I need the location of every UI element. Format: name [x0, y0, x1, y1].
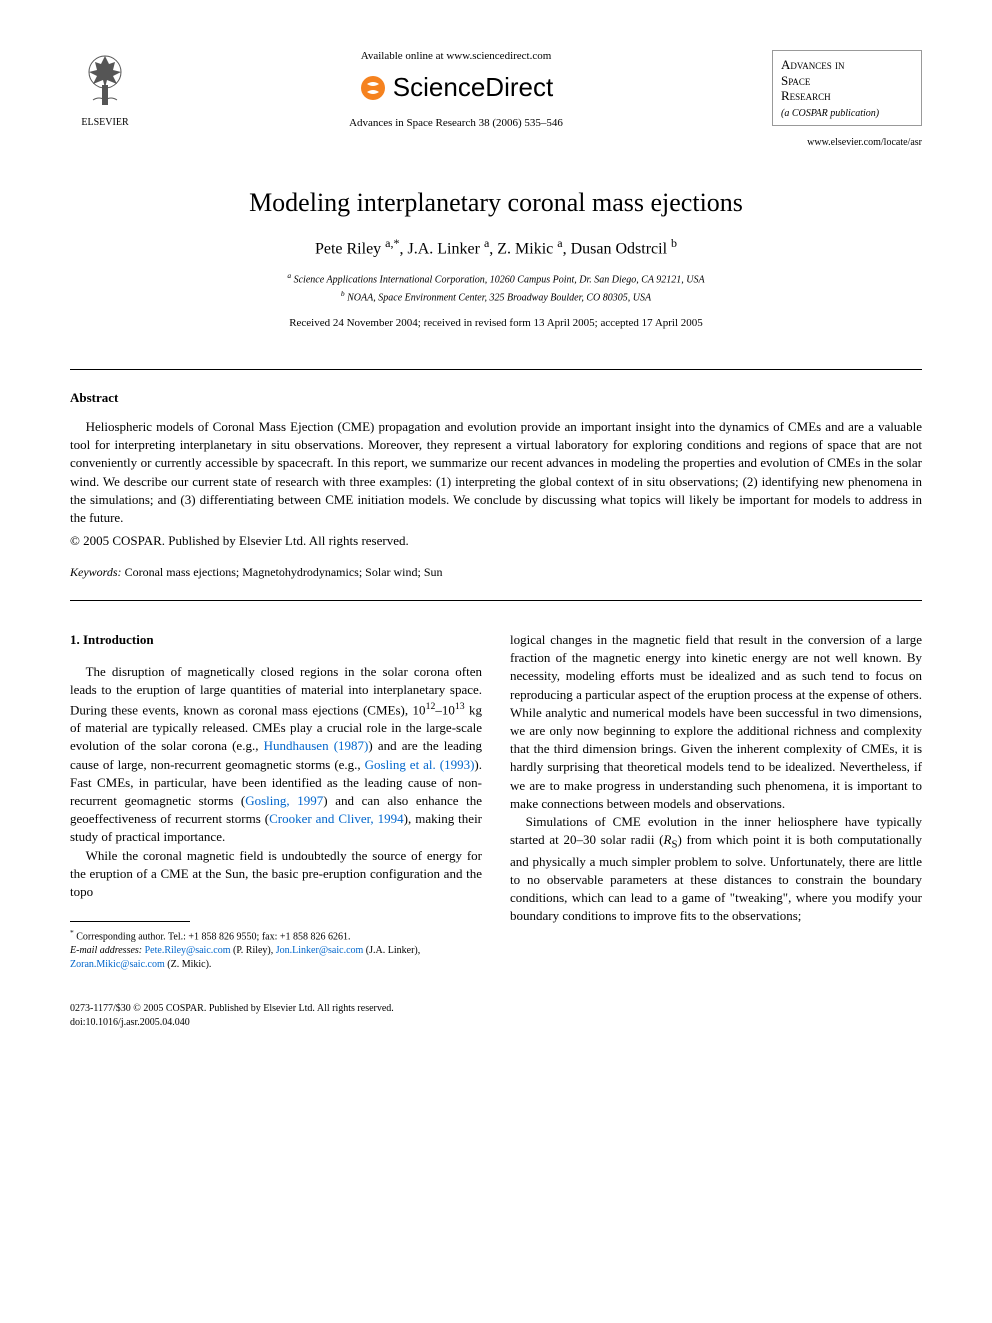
author-1-affil: a,* [385, 236, 399, 250]
sciencedirect-icon [359, 74, 387, 102]
journal-subtitle: (a COSPAR publication) [781, 108, 913, 119]
body-columns: 1. Introduction The disruption of magnet… [70, 631, 922, 972]
footer-doi: doi:10.1016/j.asr.2005.04.040 [70, 1016, 922, 1030]
citation-link[interactable]: Hundhausen (1987) [264, 738, 369, 753]
intro-para-3: Simulations of CME evolution in the inne… [510, 813, 922, 926]
article-title: Modeling interplanetary coronal mass eje… [70, 188, 922, 218]
author-4-affil: b [671, 236, 677, 250]
keywords-label: Keywords: [70, 565, 122, 579]
journal-name-line1: Advances in [781, 57, 913, 73]
email-link[interactable]: Jon.Linker@saic.com [276, 945, 364, 956]
email-link[interactable]: Zoran.Mikic@saic.com [70, 959, 165, 970]
citation-link[interactable]: Gosling et al. (1993) [365, 757, 475, 772]
citation-link[interactable]: Crooker and Cliver, 1994 [269, 811, 404, 826]
center-header: Available online at www.sciencedirect.co… [140, 50, 772, 129]
sciencedirect-logo: ScienceDirect [140, 72, 772, 103]
affiliations: a Science Applications International Cor… [70, 270, 922, 305]
email-link[interactable]: Pete.Riley@saic.com [145, 945, 231, 956]
footnote-block: * Corresponding author. Tel.: +1 858 826… [70, 928, 482, 972]
divider-top [70, 369, 922, 370]
elsevier-logo: ELSEVIER [70, 50, 140, 128]
page-header: ELSEVIER Available online at www.science… [70, 50, 922, 129]
abstract-copyright: © 2005 COSPAR. Published by Elsevier Ltd… [70, 533, 922, 549]
journal-reference: Advances in Space Research 38 (2006) 535… [140, 117, 772, 129]
locate-url: www.elsevier.com/locate/asr [70, 137, 922, 148]
author-4: Dusan Odstrcil [571, 240, 671, 257]
footer-copyright: 0273-1177/$30 © 2005 COSPAR. Published b… [70, 1002, 922, 1016]
keywords-line: Keywords: Coronal mass ejections; Magnet… [70, 565, 922, 580]
journal-box-wrapper: Advances in Space Research (a COSPAR pub… [772, 50, 922, 126]
journal-name-line3: Research [781, 88, 913, 104]
available-online-text: Available online at www.sciencedirect.co… [140, 50, 772, 62]
abstract-heading: Abstract [70, 390, 922, 406]
corresponding-author: * Corresponding author. Tel.: +1 858 826… [70, 928, 482, 944]
intro-para-2-cont: logical changes in the magnetic field th… [510, 631, 922, 813]
journal-name-line2: Space [781, 73, 913, 89]
intro-para-1: The disruption of magnetically closed re… [70, 663, 482, 846]
column-right: logical changes in the magnetic field th… [510, 631, 922, 972]
column-left: 1. Introduction The disruption of magnet… [70, 631, 482, 972]
sep: , [563, 240, 571, 257]
elsevier-label: ELSEVIER [70, 117, 140, 128]
keywords-text: Coronal mass ejections; Magnetohydrodyna… [125, 565, 443, 579]
affiliation-a: a Science Applications International Cor… [70, 270, 922, 287]
sciencedirect-text: ScienceDirect [393, 72, 553, 103]
intro-para-2: While the coronal magnetic field is undo… [70, 847, 482, 902]
footnote-separator [70, 921, 190, 922]
author-2: J.A. Linker [408, 240, 484, 257]
article-dates: Received 24 November 2004; received in r… [70, 317, 922, 329]
sep: , [400, 240, 408, 257]
page-footer: 0273-1177/$30 © 2005 COSPAR. Published b… [70, 1002, 922, 1030]
author-1: Pete Riley [315, 240, 385, 257]
authors-line: Pete Riley a,*, J.A. Linker a, Z. Mikic … [70, 236, 922, 258]
journal-title-box: Advances in Space Research (a COSPAR pub… [772, 50, 922, 126]
affiliation-b: b NOAA, Space Environment Center, 325 Br… [70, 288, 922, 305]
divider-bottom [70, 600, 922, 601]
elsevier-tree-icon [75, 50, 135, 110]
email-addresses: E-mail addresses: Pete.Riley@saic.com (P… [70, 944, 482, 972]
abstract-text: Heliospheric models of Coronal Mass Ejec… [70, 418, 922, 527]
intro-heading: 1. Introduction [70, 631, 482, 649]
citation-link[interactable]: Gosling, 1997 [245, 793, 323, 808]
author-3: Z. Mikic [497, 240, 557, 257]
